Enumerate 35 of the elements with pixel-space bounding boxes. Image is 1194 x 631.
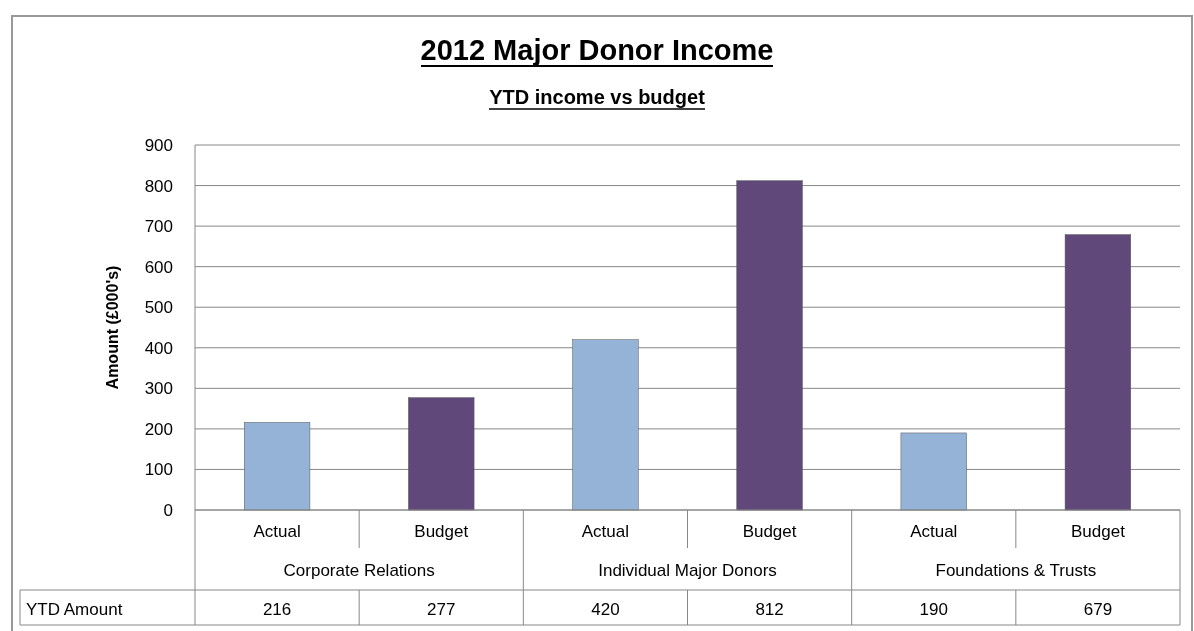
chart-subtitle: YTD income vs budget xyxy=(489,86,706,108)
y-axis-title: Amount (£000's) xyxy=(104,265,121,390)
text: Individual Major Donors xyxy=(598,561,777,580)
data-label: 420 xyxy=(591,600,620,619)
y-tick-label: 100 xyxy=(144,460,173,480)
y-tick-label: 900 xyxy=(144,136,173,155)
bar xyxy=(244,422,311,511)
data-label: 277 xyxy=(427,600,456,619)
x-tick-label: Budget xyxy=(1070,522,1126,541)
text: Foundations & Trusts xyxy=(935,561,1097,580)
bar xyxy=(408,397,475,511)
x-tick-label: Actual xyxy=(910,522,958,541)
y-tick-label: 500 xyxy=(144,298,173,318)
bar xyxy=(1064,234,1131,511)
x-tick-label: Actual xyxy=(581,522,630,541)
y-tick-label: 600 xyxy=(144,257,173,277)
y-tick-label: 0 xyxy=(163,501,173,520)
x-tick-label: Budget xyxy=(742,522,797,541)
data-label: 679 xyxy=(1083,600,1113,619)
chart-title: 2012 Major Donor Income xyxy=(420,34,774,66)
y-tick-label: 300 xyxy=(144,379,173,399)
x-tick-label: Budget xyxy=(414,522,469,541)
bar xyxy=(572,339,639,511)
bar xyxy=(900,432,967,511)
text: YTD Amount xyxy=(26,600,123,619)
data-label: 190 xyxy=(919,600,948,619)
data-label: 216 xyxy=(262,600,292,619)
y-tick-label: 400 xyxy=(144,338,173,358)
data-label: 812 xyxy=(755,600,784,619)
y-tick-label: 200 xyxy=(144,419,173,439)
bar xyxy=(736,180,803,511)
y-tick-label: 800 xyxy=(144,176,173,196)
y-tick-label: 700 xyxy=(144,217,173,237)
x-tick-label: Actual xyxy=(253,522,301,541)
text: Corporate Relations xyxy=(283,561,435,580)
